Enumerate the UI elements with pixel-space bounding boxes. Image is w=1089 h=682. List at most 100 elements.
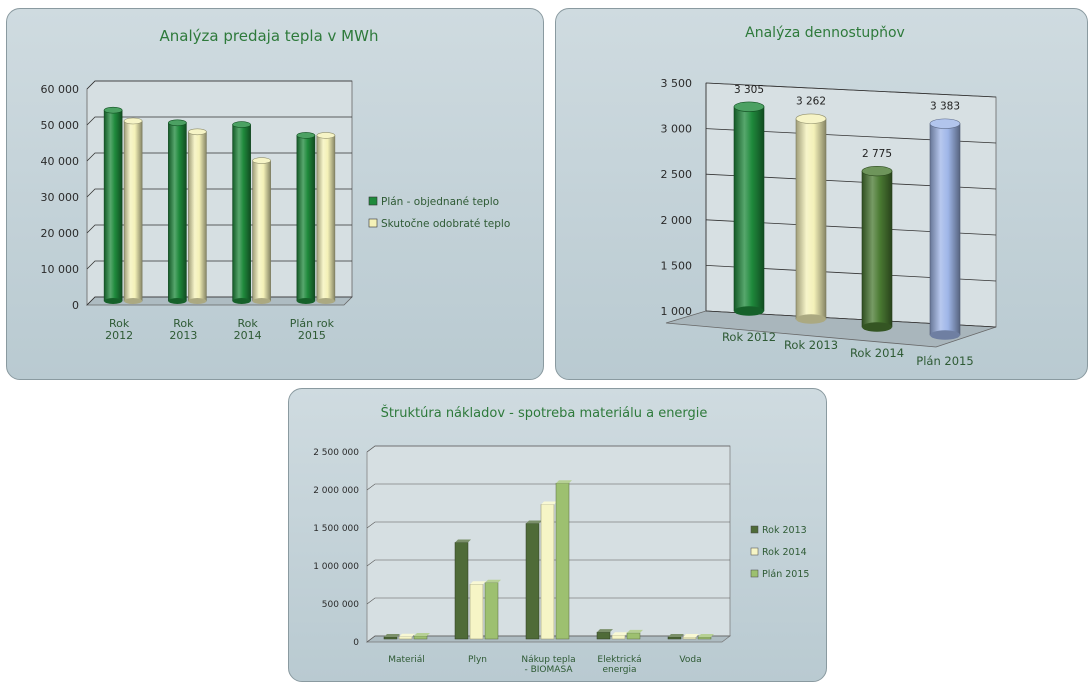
bar-top — [733, 101, 765, 112]
legend-label: Plán - objednané teplo — [381, 196, 499, 208]
bar — [103, 109, 123, 302]
x-tick-label: Rok — [173, 317, 194, 330]
legend-swatch — [750, 569, 759, 578]
bar — [398, 636, 413, 640]
bar — [667, 636, 682, 640]
bar-top — [399, 633, 415, 637]
bar — [733, 106, 765, 312]
chart-panel-heat-sales: Analýza predaja tepla v MWh 0 10 000 20 000… — [6, 8, 544, 380]
gridline — [86, 80, 352, 90]
gridline — [366, 635, 730, 643]
bar — [469, 584, 484, 640]
y-tick-label: 500 000 — [322, 600, 359, 610]
x-tick-label: Plán 2015 — [916, 354, 973, 368]
x-tick-label: 2012 — [105, 329, 133, 342]
bar-top — [252, 157, 271, 164]
y-tick-label: 2 000 000 — [313, 486, 359, 496]
bar-top — [612, 632, 628, 636]
bar-top — [668, 634, 684, 637]
bar — [232, 124, 251, 302]
bar-top — [316, 132, 336, 139]
bar — [454, 542, 469, 640]
chart-panel-degree-days: Analýza dennostupňov 1 000 1 500 2 000 2 500… — [555, 8, 1088, 380]
chart-title: Analýza dennostupňov — [745, 25, 905, 41]
bar — [316, 135, 336, 302]
y-tick-label: 3 500 — [661, 77, 693, 90]
legend-swatch — [368, 218, 378, 228]
y-tick-label: 60 000 — [41, 83, 80, 96]
bar-top — [414, 632, 430, 636]
y-tick-label: 1 000 — [661, 305, 693, 318]
data-label: 2 775 — [862, 148, 892, 160]
y-tick-label: 2 000 — [661, 214, 693, 227]
legend-label: Rok 2014 — [762, 547, 807, 558]
y-tick-label: 1 000 000 — [313, 562, 359, 572]
bar-top — [541, 501, 557, 505]
bar-top — [683, 634, 699, 637]
chart-title: Analýza predaja tepla v MWh — [160, 27, 379, 45]
bar — [555, 482, 570, 640]
bar — [611, 634, 626, 640]
bar — [252, 160, 271, 302]
bar-top — [861, 166, 893, 177]
bar — [596, 631, 611, 640]
bar — [540, 504, 555, 640]
x-tick-label: Elektrická — [597, 655, 641, 665]
x-tick-label: energia — [602, 665, 636, 675]
x-tick-label: 2014 — [234, 329, 262, 342]
y-tick-label: 3 000 — [661, 123, 693, 136]
x-tick-label: Nákup tepla — [521, 655, 575, 665]
x-tick-label: Materiál — [388, 655, 425, 665]
legend-swatch — [368, 196, 378, 206]
bar — [626, 632, 641, 640]
bar-base — [252, 298, 271, 304]
gridline — [366, 559, 730, 567]
chart-title: Štruktúra nákladov - spotreba materiálu … — [381, 405, 708, 421]
x-tick-label: Rok 2013 — [784, 338, 838, 352]
gridline — [366, 483, 730, 491]
x-tick-label: - BIOMASA — [525, 665, 574, 675]
bar-top — [123, 117, 143, 125]
bar — [123, 120, 143, 302]
x-tick-label: 2013 — [169, 329, 197, 342]
y-tick-label: 1 500 — [661, 259, 693, 272]
x-tick-label: Voda — [679, 655, 701, 665]
bar-top — [627, 629, 643, 633]
y-tick-label: 40 000 — [41, 155, 80, 168]
bar-base — [232, 298, 251, 304]
x-tick-label: 2015 — [298, 329, 326, 342]
bar-top — [188, 128, 207, 136]
degree-days-chart: Analýza dennostupňov 1 000 1 500 2 000 2 500… — [661, 25, 997, 368]
bar-top — [556, 480, 572, 484]
bar-base — [930, 330, 960, 340]
x-tick-label: Plán rok — [290, 317, 335, 330]
bar-top — [384, 634, 400, 637]
bar-base — [796, 314, 826, 324]
gridline — [366, 445, 730, 453]
bar-top — [232, 121, 251, 128]
bar-base — [124, 298, 143, 304]
chart-panel-cost-structure: Štruktúra nákladov - spotreba materiálu … — [288, 388, 827, 682]
bar-top — [698, 634, 714, 637]
y-tick-label: 30 000 — [41, 191, 80, 204]
bar — [188, 131, 207, 302]
bar-top — [929, 118, 961, 129]
gridline — [705, 82, 997, 98]
heat-sales-chart: Analýza predaja tepla v MWh 0 10 000 20 000… — [41, 27, 511, 342]
bar-base — [734, 306, 764, 316]
bar-top — [795, 113, 827, 124]
bar-top — [470, 581, 486, 585]
bar-top — [296, 132, 316, 139]
bar-top — [526, 520, 542, 524]
x-tick-label: Rok 2014 — [850, 346, 904, 360]
bar — [697, 636, 712, 640]
x-tick-label: Rok — [238, 317, 259, 330]
bar-top — [168, 119, 187, 127]
x-tick-label: Rok — [109, 317, 130, 330]
y-tick-label: 2 500 — [661, 168, 693, 181]
bar — [861, 170, 893, 328]
gridline — [366, 597, 730, 605]
legend-label: Rok 2013 — [762, 525, 807, 536]
bar — [296, 135, 316, 302]
bar-base — [188, 298, 207, 304]
